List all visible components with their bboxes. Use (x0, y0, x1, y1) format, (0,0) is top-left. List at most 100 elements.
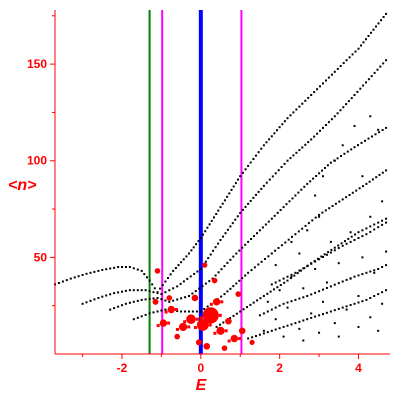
series-1-point (213, 216, 215, 219)
series-6-point (349, 304, 352, 306)
series-2-point (234, 218, 237, 221)
highlight-point (195, 339, 202, 346)
series-5-point (286, 279, 289, 282)
series-2-point (117, 291, 120, 294)
series-2-point (93, 298, 96, 301)
series-4-point (277, 247, 280, 249)
highlight-point (225, 317, 232, 325)
series-5-point (289, 277, 292, 280)
series-4-point (235, 282, 238, 285)
series-3-point (164, 299, 167, 302)
series-1-point (304, 99, 307, 102)
series-3-point (136, 299, 139, 302)
series-1-point (262, 144, 265, 147)
series-8-point (345, 242, 348, 245)
cloud-point (337, 335, 340, 338)
series-3-point (353, 146, 356, 149)
series-2-point (365, 81, 367, 84)
series-4-point (148, 312, 151, 315)
series-1-point (239, 175, 242, 178)
highlight-point (196, 319, 209, 331)
series-1-point (370, 31, 372, 34)
series-3-point (264, 223, 267, 226)
series-2-point (152, 291, 155, 294)
series-1-point (316, 88, 319, 91)
series-2-point (283, 162, 286, 165)
series-4-point (241, 277, 244, 280)
series-2-point (81, 302, 84, 305)
series-6-point (290, 323, 293, 326)
series-3-point (253, 235, 255, 238)
series-8-point (377, 226, 380, 229)
series-3-point (144, 298, 147, 301)
series-1-point (273, 132, 276, 135)
series-3-point (180, 297, 183, 300)
series-1-point (113, 266, 116, 269)
series-2-point (373, 71, 376, 74)
series-5-point (323, 253, 326, 256)
series-5-point (232, 314, 235, 317)
series-8-point (333, 249, 336, 252)
y-tick-label: 100 (27, 154, 47, 168)
series-3-point (329, 161, 332, 164)
series-7-point (310, 293, 313, 296)
series-2-point (379, 65, 382, 68)
series-5-point (377, 221, 380, 224)
series-6-point (251, 336, 254, 339)
series-2-point (160, 293, 163, 296)
cloud-point (286, 306, 289, 309)
cloud-point (353, 124, 356, 127)
series-3-point (261, 226, 264, 229)
series-3-point (198, 287, 201, 290)
series-6-point (333, 309, 336, 312)
series-1-point (249, 161, 252, 164)
series-1-point (167, 277, 169, 279)
series-4-point (324, 209, 327, 212)
series-4-point (348, 194, 351, 196)
series-7-point (325, 287, 328, 289)
series-8-point (306, 265, 309, 268)
series-1-point (289, 114, 292, 117)
series-1-point (276, 129, 278, 132)
series-5-point (344, 240, 346, 243)
series-2-point (204, 260, 207, 263)
series-5-point (256, 299, 259, 302)
series-4-point (136, 316, 139, 319)
series-3-point (306, 182, 309, 185)
series-6-point (361, 300, 364, 303)
series-8-point (369, 230, 372, 233)
cloud-point (302, 339, 305, 342)
series-4-point (338, 200, 341, 203)
series-8-point (385, 221, 388, 224)
series-7-point (274, 306, 277, 309)
series-3-point (121, 304, 123, 307)
highlight-point (211, 277, 218, 284)
series-2-point (207, 257, 210, 260)
series-5-point (369, 225, 372, 228)
series-7-point (357, 274, 360, 277)
series-2-point (226, 228, 229, 231)
series-3-point (258, 229, 261, 232)
series-4-point (184, 310, 187, 313)
series-5-point (347, 237, 350, 240)
series-2-point (304, 143, 307, 146)
series-2-point (265, 181, 268, 184)
series-6-point (310, 316, 313, 319)
series-2-point (97, 297, 100, 299)
series-8-point (329, 251, 332, 254)
series-1-point (336, 67, 339, 70)
highlight-point (230, 334, 239, 343)
highlight-point (218, 313, 222, 317)
series-3-point (291, 197, 294, 200)
series-2-point (342, 106, 345, 109)
series-4-point (321, 211, 324, 214)
cloud-point (310, 312, 313, 315)
series-4-point (206, 305, 209, 308)
series-7-point (377, 268, 380, 270)
series-2-point (148, 290, 151, 293)
series-4-point (244, 274, 247, 277)
series-1-point (73, 276, 76, 279)
series-3-point (357, 144, 359, 147)
series-3-point (374, 133, 377, 136)
